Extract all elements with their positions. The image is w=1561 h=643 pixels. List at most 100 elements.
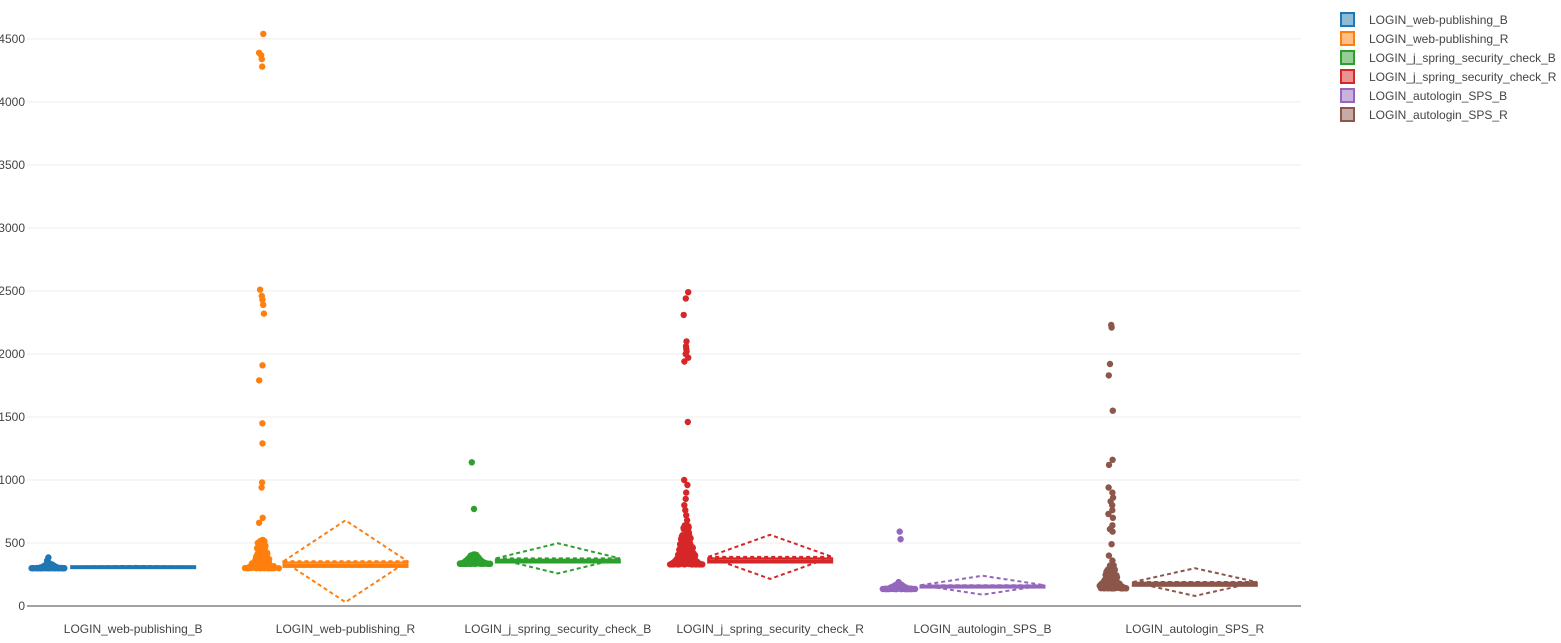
x-tick-label: LOGIN_j_spring_security_check_R <box>676 622 864 636</box>
data-point <box>1098 580 1105 588</box>
data-point <box>680 536 687 543</box>
legend-item[interactable]: LOGIN_j_spring_security_check_B <box>1340 48 1556 67</box>
legend-label: LOGIN_j_spring_security_check_R <box>1369 69 1557 84</box>
outlier-point <box>255 49 263 56</box>
data-point <box>685 523 692 530</box>
data-point <box>687 542 694 550</box>
data-point <box>894 584 901 591</box>
outlier-point <box>1106 360 1114 368</box>
y-tick-label: 3000 <box>0 221 25 235</box>
outlier-point <box>683 489 690 496</box>
y-tick-label: 4000 <box>0 95 25 109</box>
data-point <box>902 585 910 593</box>
outlier-point <box>1109 494 1117 501</box>
outlier-point <box>470 505 478 513</box>
outlier-point <box>1105 372 1113 379</box>
y-tick-label: 1500 <box>0 410 25 424</box>
legend-swatch <box>1340 31 1355 46</box>
legend-item[interactable]: LOGIN_autologin_SPS_R <box>1340 105 1556 124</box>
outlier-point <box>260 30 267 38</box>
outlier-point <box>897 536 904 543</box>
outlier-point <box>682 295 689 302</box>
outlier-point <box>684 418 691 426</box>
data-point <box>1104 566 1112 574</box>
sd-diamond <box>71 564 196 569</box>
data-point <box>689 556 696 563</box>
outlier-point <box>896 528 903 535</box>
data-point <box>1112 581 1119 589</box>
outlier-point <box>260 301 267 308</box>
data-point <box>244 565 252 572</box>
outlier-point <box>259 362 266 369</box>
y-tick-label: 500 <box>5 536 25 550</box>
legend-label: LOGIN_web-publishing_B <box>1369 12 1508 27</box>
x-tick-label: LOGIN_web-publishing_R <box>276 622 416 636</box>
legend-swatch <box>1340 50 1355 65</box>
outlier-point <box>258 292 265 300</box>
legend-item[interactable]: LOGIN_web-publishing_B <box>1340 10 1556 29</box>
data-point <box>1106 577 1113 584</box>
legend-swatch <box>1340 12 1355 27</box>
outlier-point <box>1109 456 1116 463</box>
legend-item[interactable]: LOGIN_j_spring_security_check_R <box>1340 67 1556 86</box>
x-axis-ticks: LOGIN_web-publishing_B LOGIN_web-publishi… <box>64 622 1265 636</box>
outlier-point <box>1108 541 1115 548</box>
y-tick-label: 1000 <box>0 473 25 487</box>
data-point <box>1113 572 1120 579</box>
outlier-point <box>683 338 690 345</box>
outlier-point <box>682 507 689 514</box>
outlier-point <box>258 479 266 486</box>
sd-diamond <box>495 542 621 575</box>
trace-LOGIN_autologin_SPS_B <box>879 528 1046 596</box>
legend-label: LOGIN_j_spring_security_check_B <box>1369 50 1556 65</box>
outlier-point <box>681 502 688 509</box>
trace-LOGIN_autologin_SPS_R <box>1096 321 1258 597</box>
data-point <box>675 560 682 568</box>
outlier-point <box>259 440 266 447</box>
outlier-point <box>1108 321 1115 329</box>
outlier-point <box>685 289 692 296</box>
outlier-point <box>683 517 691 524</box>
outlier-point <box>1109 489 1116 496</box>
outlier-point <box>684 481 691 489</box>
outlier-point <box>259 63 266 70</box>
data-point <box>263 557 270 564</box>
sd-diamond <box>281 519 410 604</box>
data-point <box>267 564 274 571</box>
data-point <box>262 564 269 572</box>
outlier-point <box>258 484 265 491</box>
outlier-point <box>256 286 264 293</box>
outlier-point <box>1105 552 1113 559</box>
data-point <box>28 565 35 572</box>
data-point <box>681 548 689 556</box>
legend-item[interactable]: LOGIN_web-publishing_R <box>1340 29 1556 48</box>
outlier-point <box>259 420 266 427</box>
data-point <box>275 565 282 572</box>
legend-label: LOGIN_web-publishing_R <box>1369 31 1509 46</box>
outlier-point <box>681 476 688 484</box>
legend-item[interactable]: LOGIN_autologin_SPS_B <box>1340 86 1556 105</box>
data-point <box>256 564 263 571</box>
data-point <box>676 546 683 553</box>
y-tick-label: 2500 <box>0 284 25 298</box>
outlier-point <box>1109 557 1116 564</box>
outlier-point <box>895 578 902 586</box>
legend-label: LOGIN_autologin_SPS_R <box>1369 107 1508 122</box>
outlier-point <box>1109 522 1116 529</box>
x-tick-label: LOGIN_autologin_SPS_R <box>1125 622 1264 636</box>
data-point <box>481 559 488 567</box>
y-axis-ticks: 0 500 1000 1500 2000 2500 3000 3500 4000 4500 <box>0 32 25 613</box>
sd-diamond <box>705 533 836 580</box>
trace-LOGIN_web-publishing_B <box>28 554 197 572</box>
data-point <box>37 564 44 571</box>
outlier-point <box>1109 507 1116 514</box>
data-point <box>253 557 261 564</box>
data-point <box>259 551 266 559</box>
traces <box>28 30 1258 604</box>
x-tick-label: LOGIN_j_spring_security_check_B <box>464 622 651 636</box>
data-point <box>696 560 704 567</box>
x-tick-label: LOGIN_web-publishing_B <box>64 622 203 636</box>
y-tick-label: 2000 <box>0 347 25 361</box>
data-point <box>486 560 493 567</box>
legend-swatch <box>1340 69 1355 84</box>
